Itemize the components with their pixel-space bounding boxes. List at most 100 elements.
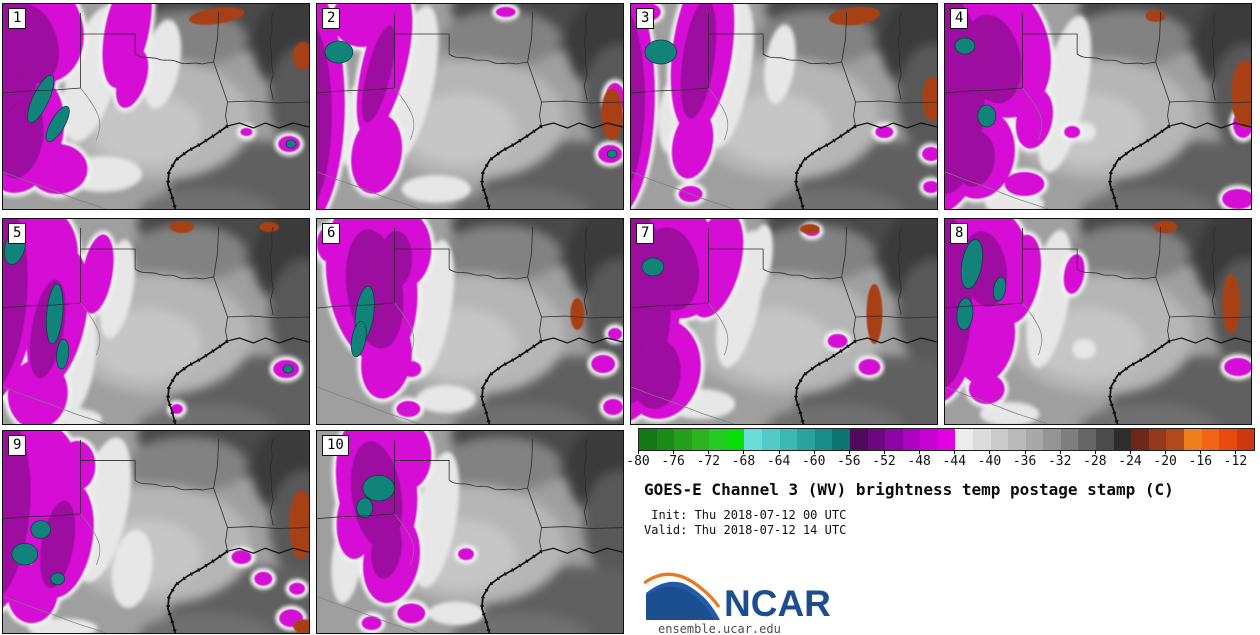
member-map — [3, 431, 309, 633]
member-map — [317, 4, 623, 209]
colorbar-segment — [920, 429, 938, 450]
member-map — [631, 4, 937, 209]
tick-label: -40 — [977, 454, 1002, 469]
ensemble-panel-5: 5 — [2, 218, 310, 425]
colorbar-segment — [726, 429, 745, 450]
tick-label: -24 — [1118, 454, 1142, 469]
tick-label: -72 — [696, 454, 721, 469]
tick-mark — [673, 450, 675, 454]
tick-label: -68 — [731, 454, 756, 469]
ensemble-url: ensemble.ucar.edu — [658, 622, 781, 635]
colorbar-segment — [1043, 429, 1061, 450]
ncar-logo-orange-arc — [643, 572, 721, 608]
ncar-logo-text: NCAR — [724, 583, 831, 624]
tick-label: -60 — [801, 454, 826, 469]
panel-number-label: 1 — [8, 8, 27, 29]
colorbar-segment — [1166, 429, 1184, 450]
colorbar-segment — [867, 429, 886, 450]
tick-label: -36 — [1012, 454, 1037, 469]
tick-mark — [813, 450, 815, 454]
colorbar-segment — [1183, 429, 1202, 450]
colorbar-segment — [937, 429, 956, 450]
colorbar-segment — [1008, 429, 1026, 450]
panel-number-label: 5 — [8, 223, 27, 244]
colorbar-segment — [990, 429, 1009, 450]
colorbar-segment — [832, 429, 850, 450]
member-map — [317, 431, 623, 633]
colorbar-segment — [1078, 429, 1097, 450]
ensemble-panel-7: 7 — [630, 218, 938, 425]
colorbar-segment — [779, 429, 798, 450]
colorbar-segment — [902, 429, 921, 450]
colorbar-segment — [1131, 429, 1149, 450]
ensemble-panel-1: 1 — [2, 3, 310, 210]
ncar-logo-white-arc — [644, 577, 719, 611]
colorbar-segment — [709, 429, 727, 450]
tick-label: -44 — [942, 454, 967, 469]
figure-title: GOES-E Channel 3 (WV) brightness temp po… — [644, 480, 1174, 499]
tick-mark — [1024, 450, 1026, 454]
colorbar-segment — [1060, 429, 1079, 450]
member-map — [945, 4, 1251, 209]
panel-number-label: 3 — [636, 8, 655, 29]
colorbar-segment — [1096, 429, 1114, 450]
tick-label: -32 — [1047, 454, 1072, 469]
colorbar-segment — [1148, 429, 1167, 450]
colorbar-segment — [885, 429, 903, 450]
colorbar-ticks: -80 -76 -72 -68 -64 -60 -56 -52 -48 -44 -40 -36 -32-… — [626, 450, 1253, 472]
panel-number-label: 2 — [322, 8, 341, 29]
tick-label: -80 — [626, 454, 650, 469]
ensemble-panel-2: 2 — [316, 3, 624, 210]
legend-info-area: -80 -76 -72 -68 -64 -60 -56 -52 -48 -44 -40 -36 -32-… — [626, 428, 1255, 635]
member-map — [3, 4, 309, 209]
colorbar-segment — [1025, 429, 1044, 450]
panel-number-label: 6 — [322, 223, 341, 244]
tick-label: -16 — [1188, 454, 1213, 469]
ensemble-panel-6: 6 — [316, 218, 624, 425]
tick-mark — [1200, 450, 1202, 454]
tick-label: -64 — [766, 454, 791, 469]
colorbar-segment — [972, 429, 991, 450]
ncar-logo: NCAR — [643, 566, 864, 624]
tick-mark — [708, 450, 710, 454]
colorbar-segment — [1219, 429, 1237, 450]
tick-mark — [848, 450, 850, 454]
tick-mark — [1235, 450, 1237, 454]
tick-label: -28 — [1083, 454, 1107, 469]
colorbar — [638, 428, 1255, 451]
colorbar-segment — [1201, 429, 1220, 450]
colorbar-segment — [674, 429, 692, 450]
ensemble-panel-10: 10 — [316, 430, 624, 634]
tick-label: -76 — [661, 454, 685, 469]
tick-label: -56 — [837, 454, 861, 469]
colorbar-segment — [656, 429, 675, 450]
init-time: Init: Thu 2018-07-12 00 UTC — [644, 508, 847, 522]
ensemble-panel-3: 3 — [630, 3, 938, 210]
ensemble-panel-9: 9 — [2, 430, 310, 634]
colorbar-segment — [639, 429, 657, 450]
tick-mark — [884, 450, 885, 454]
tick-mark — [1059, 450, 1061, 454]
colorbar-segment — [849, 429, 868, 450]
panel-number-label: 9 — [8, 435, 27, 456]
tick-mark — [989, 450, 991, 454]
colorbar-segment — [762, 429, 780, 450]
tick-mark — [954, 450, 956, 454]
valid-time: Valid: Thu 2018-07-12 14 UTC — [644, 523, 847, 537]
tick-mark — [1130, 450, 1131, 454]
colorbar-segment — [691, 429, 710, 450]
tick-mark — [919, 450, 921, 454]
colorbar-segment — [744, 429, 763, 450]
ensemble-panel-8: 8 — [944, 218, 1252, 425]
ensemble-panel-4: 4 — [944, 3, 1252, 210]
colorbar-segment — [1236, 429, 1255, 450]
tick-mark — [1094, 450, 1096, 454]
tick-mark — [743, 450, 745, 454]
tick-mark — [1165, 450, 1167, 454]
panel-number-label: 7 — [636, 223, 655, 244]
tick-label: -12 — [1223, 454, 1248, 469]
tick-label: -48 — [907, 454, 931, 469]
panel-number-label: 8 — [950, 223, 969, 244]
colorbar-segment — [814, 429, 833, 450]
